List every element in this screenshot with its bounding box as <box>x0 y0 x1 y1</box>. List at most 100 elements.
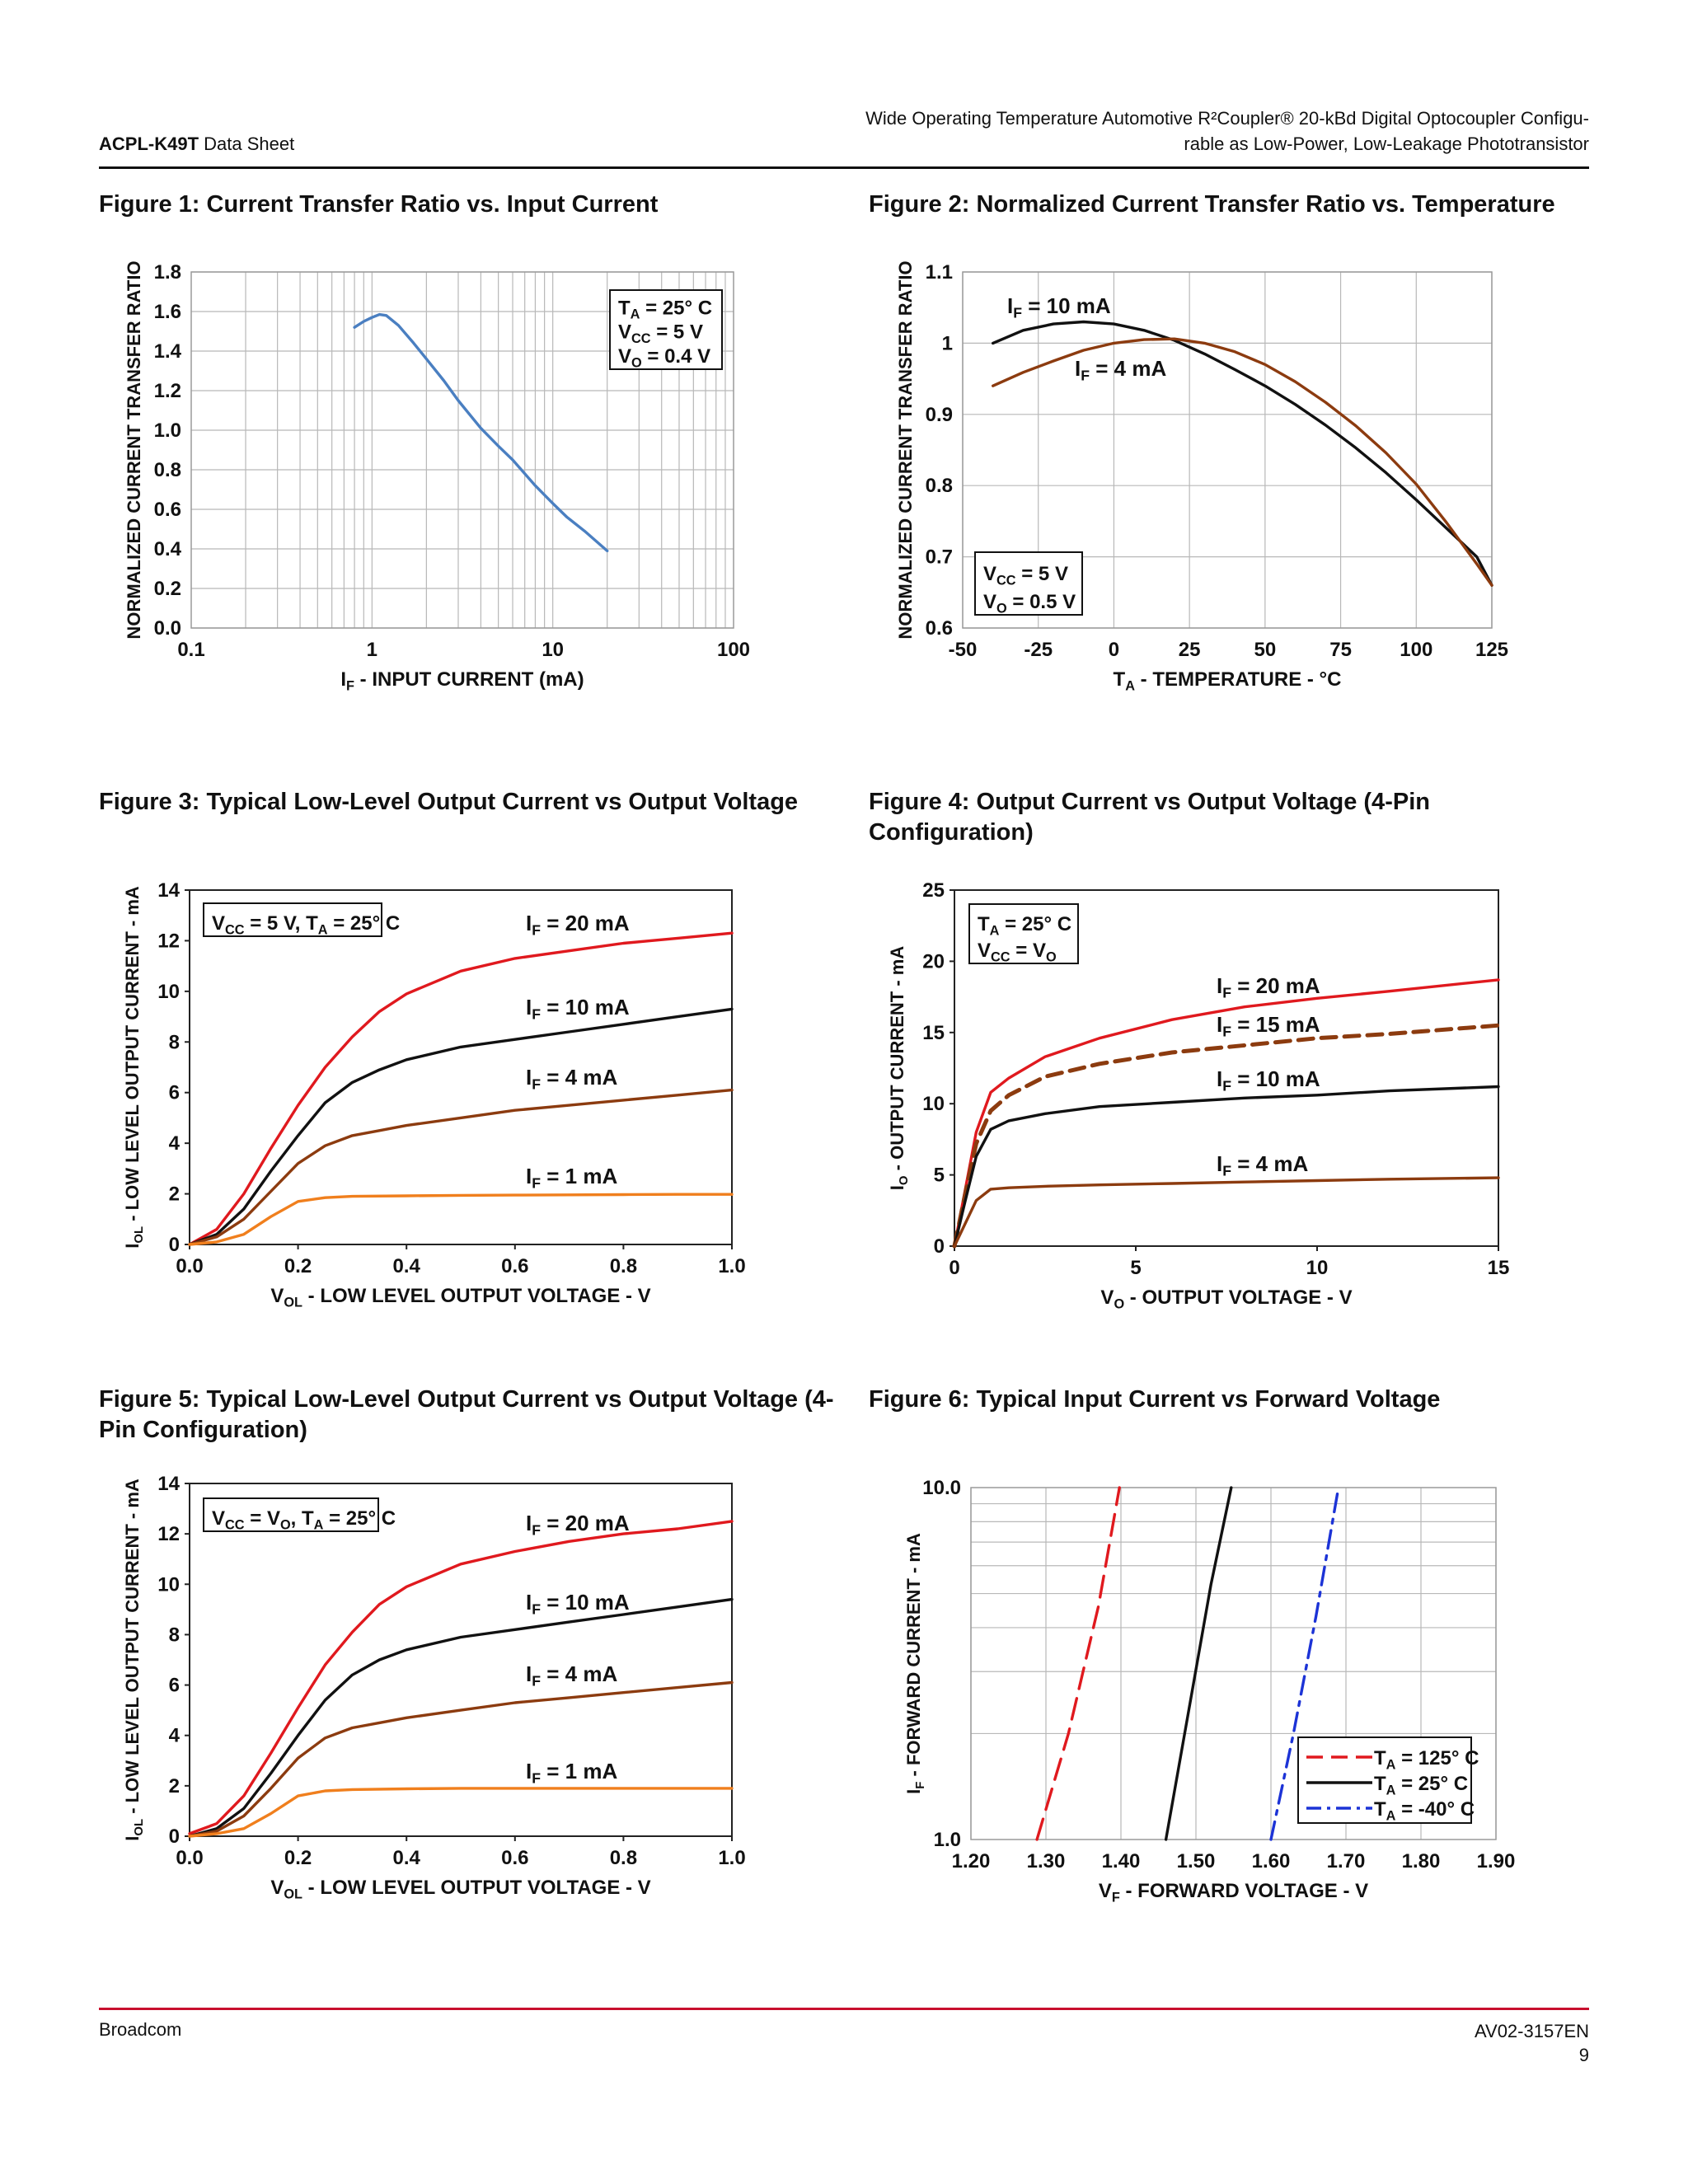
series-line <box>188 1597 734 1838</box>
series-line <box>1164 1486 1233 1841</box>
series-line <box>188 931 734 1246</box>
y-tick-label: 0.8 <box>154 459 181 481</box>
series-line <box>991 320 1493 587</box>
series-line <box>188 1520 734 1835</box>
y-axis-title: NORMALIZED CURRENT TRANSFER RATIO <box>895 260 916 639</box>
annotation-box <box>974 551 1083 616</box>
y-tick-label: 1.8 <box>154 261 181 284</box>
chart-2: -50 -25 0 25 50 75 100 125 0.6 0.7 0.8 0.9 1 1.1 TA​ -… <box>895 260 1508 693</box>
x-tick-label: 0.2 <box>284 1255 312 1277</box>
plot-frame <box>954 889 1499 1247</box>
x-tick-label: 50 <box>1254 639 1277 661</box>
plot-frame <box>962 271 1493 629</box>
doc-title-line1: Wide Operating Temperature Automotive R²… <box>865 108 1589 129</box>
series-label: IF​ = 1 mA <box>526 1164 617 1192</box>
figure-6-title: Figure 6: Typical Input Current vs Forwa… <box>869 1386 1441 1413</box>
series-label: IF​ = 15 mA <box>1217 1012 1320 1040</box>
y-axis-title-group: IO​ - OUTPUT CURRENT - mA <box>887 946 911 1191</box>
x-tick-label: 10 <box>542 639 564 661</box>
y-tick-label: 5 <box>934 1165 945 1187</box>
y-tick-label: 0.6 <box>926 617 953 640</box>
gridlines <box>191 271 734 629</box>
footer-rule <box>99 2008 1589 2010</box>
series-line <box>188 1193 734 1246</box>
y-tick-label: 14 <box>157 1473 180 1495</box>
plot-frame <box>190 271 734 629</box>
y-tick-label: 25 <box>922 879 945 902</box>
x-tick-label: 0.2 <box>284 1847 312 1869</box>
figure-1-title: Figure 1: Current Transfer Ratio vs. Inp… <box>99 191 659 218</box>
y-tick-label: 0.4 <box>154 538 182 560</box>
y-axis-title-group: IF​ - FORWARD CURRENT - mA <box>903 1533 927 1794</box>
y-tick-label: 1 <box>942 332 953 354</box>
x-tick-label: 0.6 <box>501 1255 528 1277</box>
series-line <box>953 978 1500 1248</box>
x-tick-label: 1.20 <box>952 1850 991 1872</box>
series-label: IF​ = 10 mA <box>526 995 630 1023</box>
legend-label: TA​ = 125° C <box>1374 1747 1479 1772</box>
x-tick-label: 0.8 <box>610 1847 637 1869</box>
series-label: IF​ = 20 mA <box>1217 973 1320 1001</box>
series-line <box>952 1023 1501 1249</box>
x-tick-label: 1.50 <box>1177 1850 1216 1872</box>
annotation-text: VO​ = 0.5 V <box>983 591 1076 616</box>
y-tick-label: 1.2 <box>154 380 181 402</box>
figure-4-title: Figure 4: Output Current vs Output Volta… <box>869 789 1430 846</box>
annotation-text: VCC​ = 5 V, TA​ = 25° C <box>212 912 400 937</box>
x-tick-label: 0.4 <box>393 1847 421 1869</box>
x-tick-label: -25 <box>1024 639 1053 661</box>
chart-1: 0.1 1 10 100 0.0 0.2 0.4 0.6 0.8 1.0 1.2 1.4 1.6 1.8 I… <box>124 260 750 693</box>
doc-title: Wide Operating Temperature Automotive R²… <box>765 105 1589 157</box>
y-tick-label: 10 <box>157 981 180 1003</box>
x-tick-label: 125 <box>1475 639 1508 661</box>
y-axis-title-group: IOL​ - LOW LEVEL OUTPUT CURRENT - mA <box>122 1479 146 1841</box>
y-tick-label: 0 <box>169 1825 180 1848</box>
plot-frame <box>189 1483 733 1837</box>
x-tick-label: 75 <box>1329 639 1352 661</box>
y-tick-label: 1.1 <box>926 261 953 284</box>
y-tick-label: 12 <box>157 1523 180 1545</box>
y-tick-label: 0 <box>169 1234 180 1256</box>
x-tick-label: 0 <box>1109 639 1119 661</box>
plot-frame <box>970 1487 1497 1840</box>
x-tick-label: 1.0 <box>718 1847 745 1869</box>
chart-3: 0.0 0.2 0.4 0.6 0.8 1.0 0 2 4 6 8 10 12 14 VOL​ - LOW … <box>122 879 746 1310</box>
y-tick-label: 1.6 <box>154 301 181 323</box>
x-tick-label: 0.1 <box>177 639 204 661</box>
series-label: IF​ = 1 mA <box>526 1759 617 1787</box>
y-tick-label: 8 <box>169 1031 180 1053</box>
series-label: IF​ = 10 mA <box>526 1590 630 1618</box>
y-tick-label: 0.8 <box>926 475 953 497</box>
legend-label: TA​ = 25° C <box>1374 1773 1468 1797</box>
x-tick-label: 0.4 <box>393 1255 421 1277</box>
doc-title-line2: rable as Low-Power, Low-Leakage Phototra… <box>1184 134 1589 154</box>
y-axis-title: IF​ - FORWARD CURRENT - mA <box>903 1533 927 1794</box>
doc-name: ACPL-K49T Data Sheet <box>99 134 294 155</box>
series-line <box>1269 1486 1340 1841</box>
doc-name-rest: Data Sheet <box>199 134 295 154</box>
series-line <box>188 1680 734 1838</box>
annotation-text: VCC​ = VO​ <box>978 940 1057 964</box>
annotation-box <box>968 903 1079 964</box>
annotation-box <box>203 902 382 937</box>
legend-box <box>1297 1736 1472 1824</box>
x-tick-label: 1.80 <box>1402 1850 1441 1872</box>
x-tick-label: 5 <box>1130 1257 1141 1279</box>
y-tick-label: 0.6 <box>154 499 181 521</box>
x-tick-label: 1.30 <box>1027 1850 1066 1872</box>
series-line <box>188 1088 734 1246</box>
series-label: IF​ = 20 mA <box>526 911 630 939</box>
series-label: IF​ = 10 mA <box>1007 293 1111 321</box>
y-axis-title-group: NORMALIZED CURRENT TRANSFER RATIO <box>124 260 144 639</box>
y-tick-label: 14 <box>157 879 180 902</box>
series-label: IF​ = 4 mA <box>526 1065 617 1093</box>
x-tick-label: 0.6 <box>501 1847 528 1869</box>
y-tick-label: 10 <box>922 1093 945 1115</box>
y-axis-title-group: IOL​ - LOW LEVEL OUTPUT CURRENT - mA <box>122 886 146 1249</box>
annotation-text: VO​ = 0.4 V <box>618 345 710 370</box>
y-tick-label: 1.0 <box>154 419 181 442</box>
series-line <box>991 337 1493 587</box>
x-tick-label: 1.40 <box>1102 1850 1141 1872</box>
x-tick-label: 25 <box>1179 639 1201 661</box>
y-axis-title: IOL​ - LOW LEVEL OUTPUT CURRENT - mA <box>122 886 146 1249</box>
